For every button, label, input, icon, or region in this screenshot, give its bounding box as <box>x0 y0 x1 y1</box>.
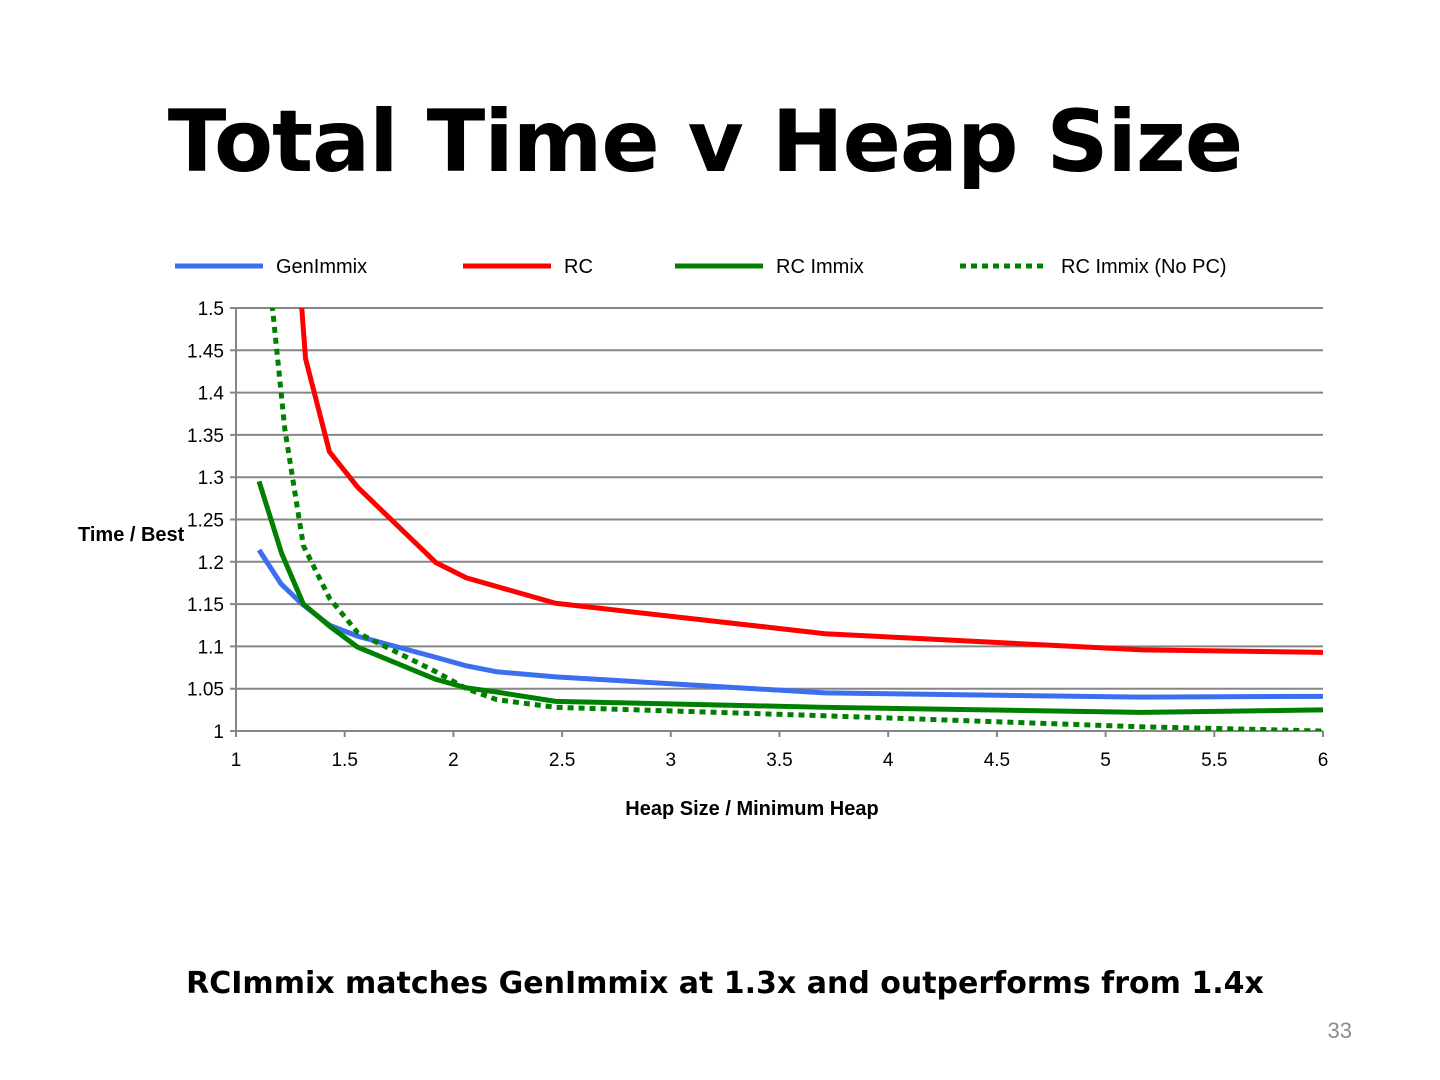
y-tick-label: 1.05 <box>187 680 224 701</box>
slide-subtitle: RCImmix matches GenImmix at 1.3x and out… <box>186 966 1264 1001</box>
slide-title: Total Time v Heap Size <box>167 92 1244 192</box>
y-tick-label: 1.25 <box>187 511 224 532</box>
series-line-rc <box>299 308 1323 655</box>
series-line-rc-immix <box>256 480 1323 715</box>
x-tick-label: 5.5 <box>1201 750 1227 771</box>
x-axis-label: Heap Size / Minimum Heap <box>625 798 878 820</box>
y-tick-label: 1.1 <box>198 637 224 658</box>
x-tick-label: 6 <box>1318 750 1329 771</box>
y-tick-label: 1.45 <box>187 341 224 362</box>
legend-label: RC Immix <box>776 256 864 278</box>
y-tick-label: 1.5 <box>198 299 224 320</box>
legend-label: GenImmix <box>276 256 367 278</box>
legend-label: RC Immix (No PC) <box>1061 256 1227 278</box>
page-number: 33 <box>1327 1018 1352 1043</box>
x-tick-label: 5 <box>1100 750 1111 771</box>
legend-label: RC <box>564 256 593 278</box>
series-line-rc-immix-no-pc- <box>269 308 1323 731</box>
x-tick-label: 3 <box>666 750 677 771</box>
y-tick-label: 1.15 <box>187 595 224 616</box>
x-tick-label: 2.5 <box>549 750 575 771</box>
x-tick-label: 2 <box>448 750 459 771</box>
y-tick-label: 1.35 <box>187 426 224 447</box>
x-tick-label: 3.5 <box>766 750 792 771</box>
y-tick-label: 1.4 <box>198 384 225 405</box>
y-tick-label: 1.2 <box>198 553 224 574</box>
series-line-genimmix <box>256 548 1323 700</box>
x-tick-label: 4 <box>883 750 894 771</box>
y-axis-label: Time / Best <box>78 524 185 546</box>
y-tick-label: 1.3 <box>198 468 224 489</box>
y-tick-label: 1 <box>213 722 224 743</box>
x-tick-label: 1 <box>231 750 242 771</box>
x-tick-label: 1.5 <box>331 750 357 771</box>
x-tick-label: 4.5 <box>984 750 1010 771</box>
